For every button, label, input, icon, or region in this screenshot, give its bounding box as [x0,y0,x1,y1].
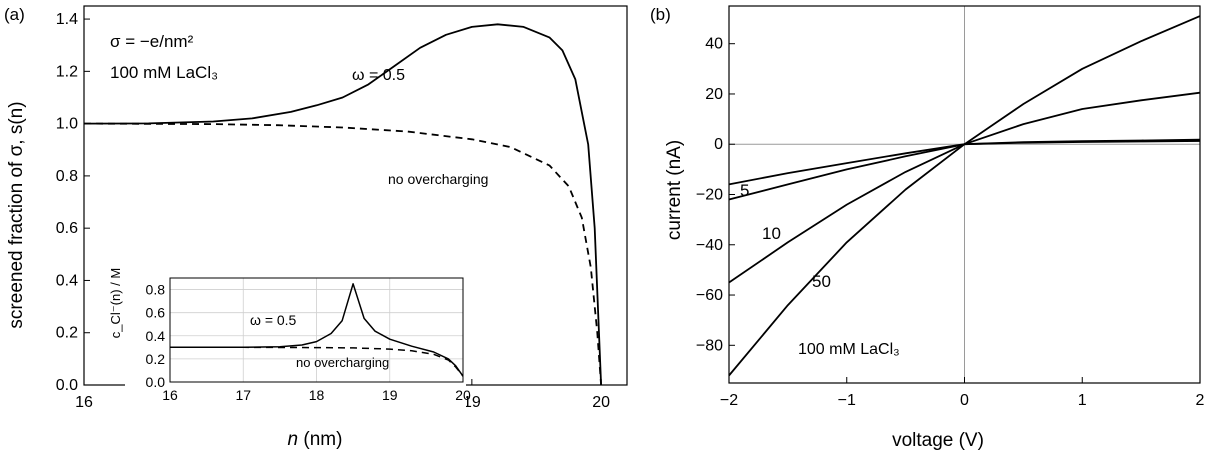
inset-y-tick-label: 0.2 [146,351,166,367]
panel-a-y-tick-label: 1.0 [56,116,78,133]
panel-b-label: (b) [650,5,671,24]
panel-b-y-tick-label: 20 [705,86,723,103]
panel-b-series [728,15,1201,377]
panel-b-y-tick-label: −20 [696,187,723,204]
inset-x-ticks: 16 17 18 19 20 [162,387,471,403]
panel-b-label-10: 10 [762,224,781,243]
panel-b-x-tick-label: 2 [1196,392,1205,409]
inset-x-tick-label: 19 [382,387,398,403]
panel-b-y-tick-label: 40 [705,36,723,53]
panel-b-y-ticks: −80 −60 −40 −20 0 20 40 [696,36,735,354]
inset-series-0 [170,283,464,377]
inset-x-tick-label: 20 [455,387,471,403]
panel-a-y-tick-label: 0.2 [56,325,78,342]
panel-b-label-100: 100 mM LaCl₃ [798,341,900,358]
panel-a-y-tick-label: 0.0 [56,377,78,394]
panel-a-sigma-annotation: σ = −e/nm² [110,32,194,51]
panel-a-y-ticks: 0.0 0.2 0.4 0.6 0.8 1.0 1.2 1.4 [56,11,90,394]
panel-b-x-tick-label: 1 [1078,392,1087,409]
panel-a-y-tick-label: 0.6 [56,220,78,237]
panel-b-y-axis-label: current (nA) [664,140,685,240]
inset-x-tick-label: 17 [235,387,251,403]
panel-b-zero-lines [729,6,1200,383]
panel-b-y-tick-label: 0 [714,136,723,153]
panel-b-y-tick-label: −40 [696,237,723,254]
panel-b-series-3 [728,140,1201,186]
panel-a-series [83,23,602,386]
panel-a-series-0 [83,23,602,386]
inset-x-tick-label: 18 [309,387,325,403]
panel-b-y-tick-label: −60 [696,287,723,304]
panel-a-y-tick-label: 0.4 [56,272,78,289]
panel-a-y-axis-label: screened fraction of σ, s(n) [6,101,27,328]
panel-b-label-50: 50 [812,272,831,291]
inset-x-tick-label: 16 [162,387,178,403]
panel-a-y-tick-label: 1.2 [56,63,78,80]
panel-a-x-tick-label: 19 [463,394,481,411]
panel-b-x-tick-label: −1 [838,392,856,409]
panel-a-salt-annotation: 100 mM LaCl₃ [110,63,218,82]
inset-series [170,283,464,377]
panel-b-label-5: 5 [740,181,749,200]
panel-a-x-axis-label: n (nm) [288,429,343,450]
panel-b-x-ticks: −2 −1 0 1 2 [720,377,1205,409]
inset-y-tick-label: 0.4 [146,328,166,344]
panel-a-no-overcharging-label: no overcharging [388,171,488,187]
inset-no-overcharging-label: no overcharging [296,355,389,370]
panel-b-x-tick-label: −2 [720,392,738,409]
inset-chart: 16 17 18 19 20 0.00.20.40.60.8 c_Cl⁻(n) / M … [108,268,471,408]
inset-y-ticks: 0.0 0.2 0.4 0.6 0.8 [146,282,166,390]
inset-plot-frame [169,277,464,383]
inset-series-1 [170,346,464,377]
panel-b-x-tick-label: 0 [960,392,969,409]
inset-y-tick-label: 0.0 [146,374,166,390]
panel-a-omega-label: ω = 0.5 [352,67,405,84]
inset-omega-label: ω = 0.5 [250,312,297,328]
panel-a-y-tick-label: 0.8 [56,168,78,185]
panel-b-x-axis-label: voltage (V) [892,430,984,451]
panel-a-label: (a) [4,5,25,24]
panel-b-y-tick-label: −80 [696,337,723,354]
panel-b: (b) −2 −1 0 1 2 −80 −60 −40 −20 0 20 40 voltage (V… [650,5,1205,451]
panel-a-x-tick-label: 20 [592,394,610,411]
inset-y-axis-label: c_Cl⁻(n) / M [108,268,123,338]
inset-y-tick-label: 0.8 [146,282,166,298]
panel-a-series-1 [83,122,602,386]
panel-a-x-tick-label: 16 [75,394,93,411]
inset-background [125,276,466,408]
inset-y-tick-label: 0.6 [146,305,166,321]
panel-a-y-tick-label: 1.4 [56,11,78,28]
